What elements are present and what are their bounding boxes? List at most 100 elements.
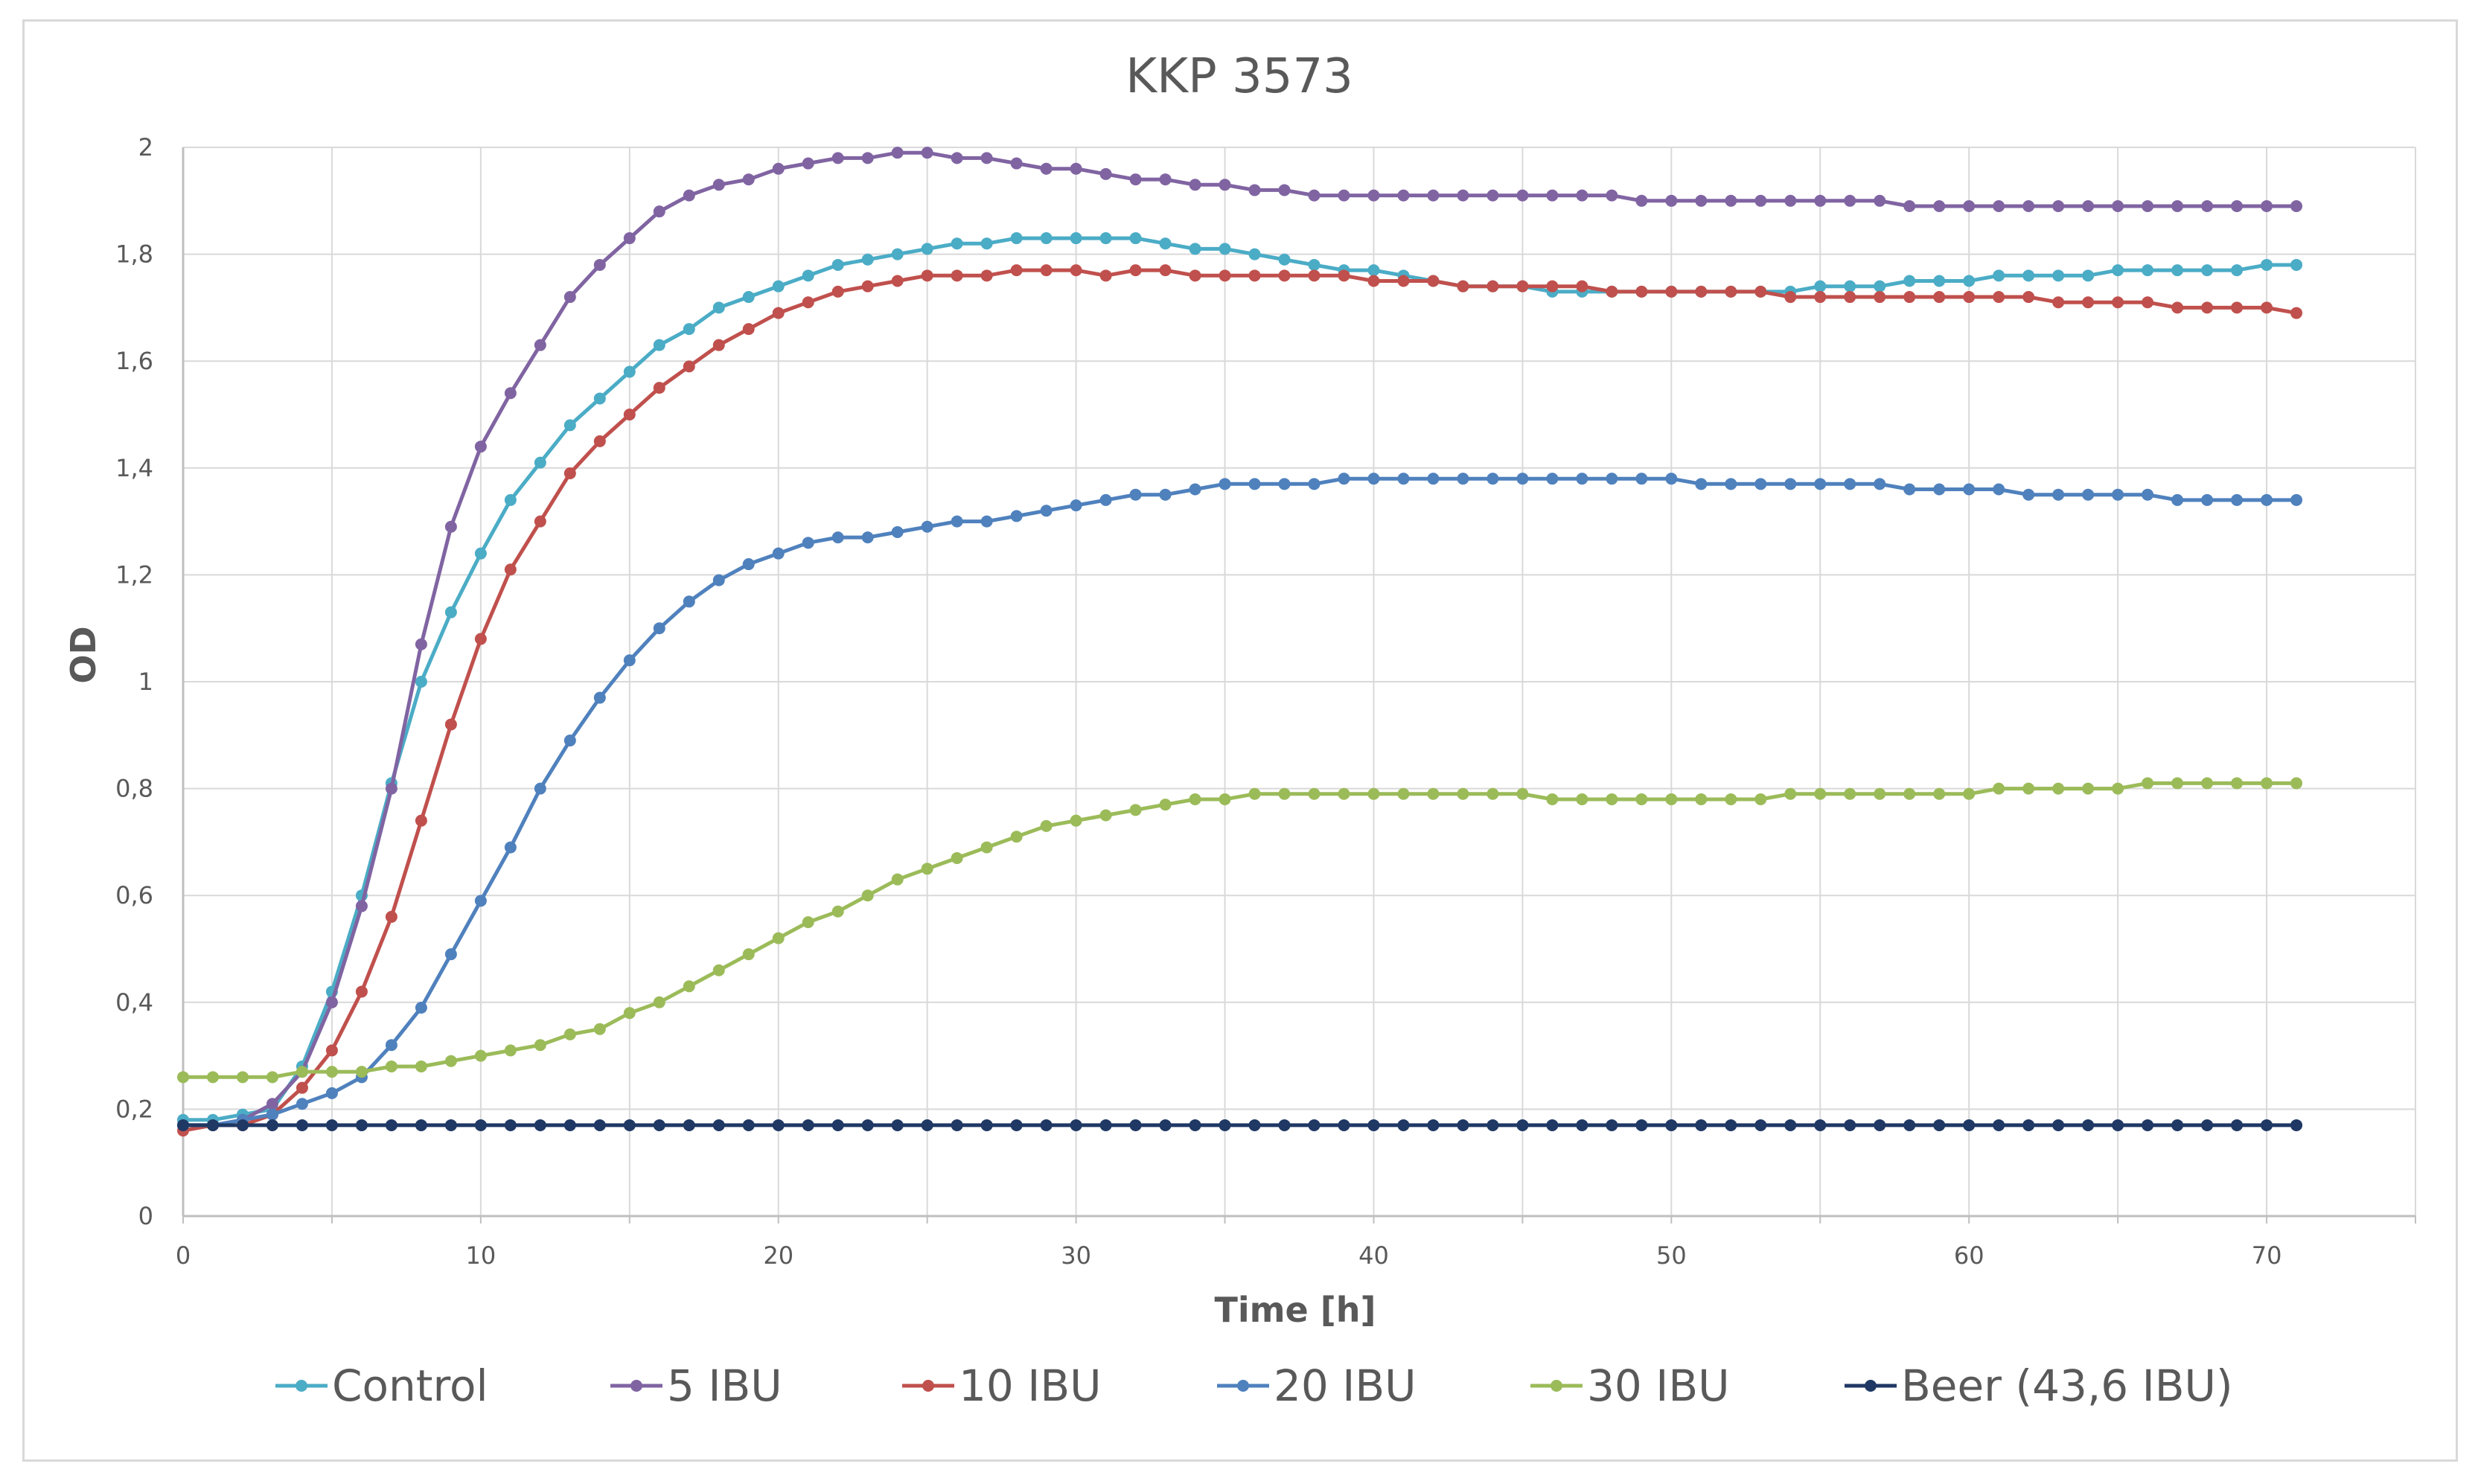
data-point [1367,473,1380,485]
data-point [1784,291,1797,304]
data-point [504,841,517,854]
data-point [802,269,814,282]
data-point [2142,488,2154,501]
data-point [2261,777,2273,790]
data-point [951,1119,963,1131]
data-point [1248,787,1261,800]
data-point [534,782,546,795]
data-point [772,307,785,319]
data-point [1308,269,1321,282]
data-point [802,157,814,170]
data-point [2052,1119,2065,1131]
data-point [504,387,517,400]
data-point [891,147,904,159]
data-point [1903,1119,1916,1131]
data-point [593,1119,606,1131]
data-point [2022,269,2035,282]
data-point [921,243,933,255]
y-tick-label: 1,4 [115,454,153,482]
data-point [444,606,457,618]
legend-marker [1865,1380,1877,1392]
data-point [1129,1119,1142,1131]
data-point [1606,189,1618,202]
data-point [1844,787,1856,800]
data-point [831,152,844,164]
data-point [772,932,785,944]
data-point [2290,493,2303,506]
data-point [2290,258,2303,271]
data-point [444,948,457,961]
data-point [1754,1119,1767,1131]
data-point [355,1119,368,1131]
y-tick-label: 1,2 [115,560,153,589]
y-axis-title: OD [63,626,103,683]
data-point [2112,782,2124,795]
data-point [831,905,844,918]
data-point [1278,184,1291,196]
data-point [772,1119,785,1131]
data-point [742,291,755,304]
legend-label: 5 IBU [667,1360,782,1411]
legend-marker [1551,1380,1562,1392]
data-point [1516,1119,1529,1131]
series-line [182,268,2297,1133]
series-layer [177,147,2303,1137]
data-point [891,873,904,886]
data-point [444,1119,457,1131]
data-point [1933,275,1946,287]
data-point [2261,199,2273,212]
data-point [1159,264,1172,277]
data-point [534,515,546,528]
data-point [1993,782,2005,795]
data-point [1099,167,1112,180]
series-line [183,476,2297,1128]
data-point [325,1066,338,1078]
data-point [563,1028,576,1040]
data-point [1635,1119,1648,1131]
data-point [325,1087,338,1099]
data-point [1814,194,1827,207]
data-point [2112,264,2124,277]
data-point [742,558,755,571]
data-point [1963,1119,1976,1131]
data-point [921,520,933,533]
data-point [1903,787,1916,800]
data-point [474,1049,487,1062]
data-point [1278,787,1291,800]
data-point [2171,301,2184,314]
data-point [1725,1119,1737,1131]
data-point [1129,173,1142,186]
data-point [683,189,695,202]
data-point [1844,1119,1856,1131]
data-point [593,1023,606,1035]
data-point [2201,264,2214,277]
data-point [1814,787,1827,800]
data-point [1367,1119,1380,1131]
data-point [1248,248,1261,260]
data-point [1010,1119,1023,1131]
data-point [1427,787,1440,800]
data-point [1397,787,1410,800]
data-point [1248,478,1261,490]
data-point [1367,189,1380,202]
legend-item-30-ibu: 30 IBU [1530,1360,1730,1411]
y-tick-label: 0 [138,1202,153,1230]
legend-item-5-ibu: 5 IBU [610,1360,782,1411]
data-point [951,237,963,250]
data-point [2082,296,2095,309]
data-point [861,1119,874,1131]
data-point [1487,280,1499,292]
data-point [2231,777,2244,790]
legend-label: 30 IBU [1587,1360,1730,1411]
data-point [1159,173,1172,186]
data-point [1397,275,1410,287]
data-point [1993,1119,2005,1131]
data-point [1010,831,1023,843]
data-point [2171,493,2184,506]
data-point [385,1119,397,1131]
data-point [1457,280,1469,292]
legend: Control 5 IBU 10 IBU 20 IBU 30 IBU Beer (43,6… [275,1360,2233,1411]
data-point [1159,488,1172,501]
data-point [2112,488,2124,501]
x-tick-label: 30 [1061,1241,1091,1270]
